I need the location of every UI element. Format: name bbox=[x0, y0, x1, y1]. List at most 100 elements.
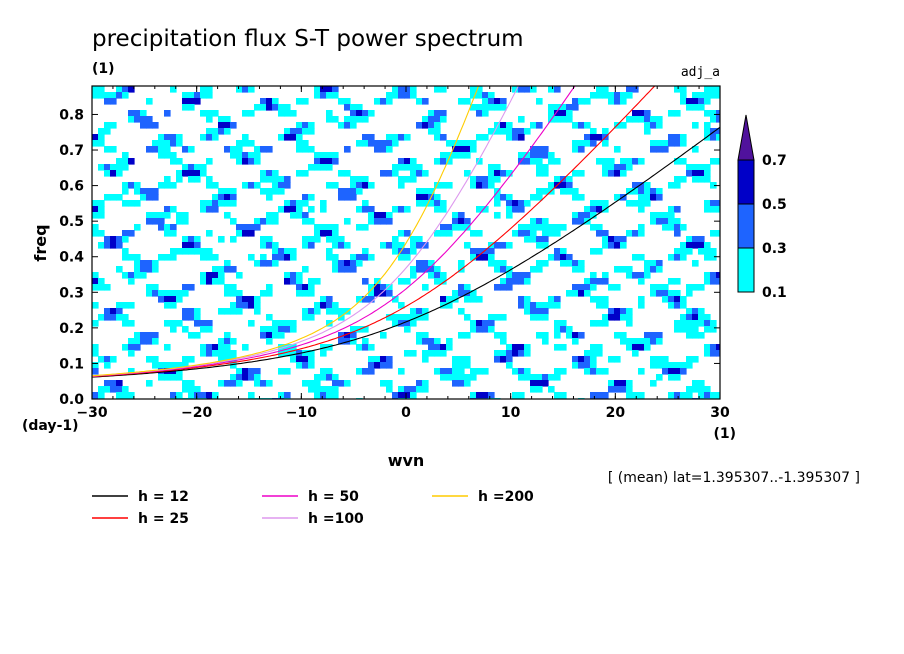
heat-cell bbox=[146, 356, 153, 363]
heat-cell bbox=[590, 278, 597, 285]
heat-cell bbox=[602, 272, 609, 279]
heat-cell bbox=[542, 224, 549, 231]
heat-cell bbox=[530, 194, 537, 201]
heat-cell bbox=[356, 116, 363, 123]
heat-cell bbox=[128, 158, 135, 165]
heat-cell bbox=[158, 140, 165, 147]
heat-cell bbox=[560, 248, 567, 255]
heat-cell bbox=[128, 344, 135, 351]
heat-cell bbox=[158, 224, 165, 231]
heat-cell bbox=[332, 392, 339, 399]
heat-cell bbox=[500, 356, 507, 363]
heat-cell bbox=[176, 170, 183, 177]
heat-cell bbox=[116, 242, 123, 249]
heat-cell bbox=[554, 104, 561, 111]
heat-cell bbox=[260, 260, 267, 267]
heat-cell bbox=[158, 146, 165, 153]
heat-cell bbox=[710, 200, 717, 207]
heat-cell bbox=[440, 296, 447, 303]
heat-cell bbox=[104, 386, 111, 393]
heat-cell bbox=[182, 218, 189, 225]
heat-cell bbox=[692, 146, 699, 153]
heat-cell bbox=[122, 272, 129, 279]
heat-cell bbox=[536, 152, 543, 159]
heat-cell bbox=[710, 254, 717, 261]
heat-cell bbox=[572, 218, 579, 225]
heat-cell bbox=[506, 242, 513, 249]
heat-cell bbox=[98, 314, 105, 321]
heat-cell bbox=[620, 158, 627, 165]
heat-cell bbox=[302, 284, 309, 291]
heat-cell bbox=[110, 146, 117, 153]
heat-cell bbox=[482, 176, 489, 183]
heat-cell bbox=[566, 260, 573, 267]
heat-cell bbox=[110, 242, 117, 249]
heat-cell bbox=[98, 284, 105, 291]
heat-cell bbox=[146, 338, 153, 345]
heat-cell bbox=[356, 110, 363, 117]
heat-cell bbox=[392, 248, 399, 255]
heat-cell bbox=[458, 362, 465, 369]
heat-cell bbox=[140, 122, 147, 129]
heat-cell bbox=[356, 188, 363, 195]
heat-cell bbox=[500, 104, 507, 111]
heat-cell bbox=[98, 128, 105, 135]
heat-cell bbox=[410, 158, 417, 165]
heat-cell bbox=[200, 278, 207, 285]
heat-cell bbox=[284, 206, 291, 213]
heat-cell bbox=[590, 284, 597, 291]
heat-cell bbox=[686, 236, 693, 243]
heat-cell bbox=[146, 290, 153, 297]
heat-cell bbox=[698, 314, 705, 321]
heat-cell bbox=[452, 380, 459, 387]
heat-cell bbox=[548, 86, 555, 93]
heat-cell bbox=[674, 248, 681, 255]
heat-cell bbox=[164, 374, 171, 381]
heat-cell bbox=[716, 200, 720, 207]
heat-cell bbox=[284, 128, 291, 135]
heat-cell bbox=[542, 302, 549, 309]
heat-cell bbox=[314, 158, 321, 165]
heat-cell bbox=[380, 140, 387, 147]
heat-cell bbox=[194, 98, 201, 105]
heat-cell bbox=[638, 344, 645, 351]
heat-cell bbox=[428, 350, 435, 357]
heat-cell bbox=[716, 350, 720, 357]
heat-cell bbox=[464, 380, 471, 387]
heat-cell bbox=[470, 368, 477, 375]
heat-cell bbox=[110, 170, 117, 177]
heat-cell bbox=[344, 380, 351, 387]
heat-cell bbox=[188, 236, 195, 243]
heat-cell bbox=[266, 194, 273, 201]
heat-cell bbox=[584, 98, 591, 105]
heat-cell bbox=[374, 290, 381, 297]
heat-cell bbox=[704, 248, 711, 255]
heat-cell bbox=[536, 386, 543, 393]
heat-cell bbox=[590, 92, 597, 99]
heat-cell bbox=[500, 242, 507, 249]
heat-cell bbox=[230, 266, 237, 273]
heat-cell bbox=[404, 392, 411, 399]
heat-cell bbox=[254, 218, 261, 225]
heat-cell bbox=[146, 332, 153, 339]
heat-cell bbox=[626, 230, 633, 237]
heat-cell bbox=[284, 272, 291, 279]
heat-cell bbox=[206, 110, 213, 117]
heat-cell bbox=[710, 272, 717, 279]
heat-cell bbox=[494, 164, 501, 171]
heat-cell bbox=[170, 230, 177, 237]
heat-cell bbox=[554, 332, 561, 339]
heat-cell bbox=[452, 368, 459, 375]
heat-cell bbox=[446, 368, 453, 375]
legend-item: h = 50 bbox=[262, 489, 359, 505]
heat-cell bbox=[440, 344, 447, 351]
heat-cell bbox=[596, 224, 603, 231]
heat-cell bbox=[482, 92, 489, 99]
colorbar-segment bbox=[737, 203, 755, 249]
heat-cell bbox=[674, 326, 681, 333]
heat-cell bbox=[494, 200, 501, 207]
heat-cell bbox=[482, 98, 489, 105]
heat-cell bbox=[164, 176, 171, 183]
heat-cell bbox=[164, 296, 171, 303]
